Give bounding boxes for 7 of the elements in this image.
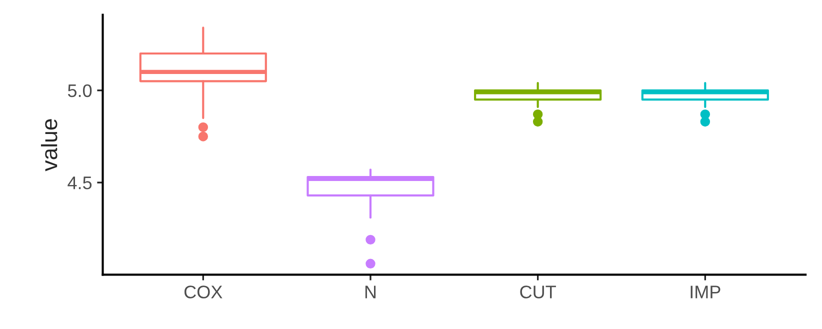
- y-tick-label: 4.5: [68, 176, 92, 190]
- x-tick-label: N: [365, 286, 376, 298]
- y-tick-label: 5.0: [68, 84, 92, 98]
- x-tick-label: CUT: [520, 286, 556, 298]
- x-tick-label: IMP: [690, 286, 720, 298]
- x-tick-label: COX: [184, 286, 222, 298]
- y-axis-title: value: [40, 119, 58, 172]
